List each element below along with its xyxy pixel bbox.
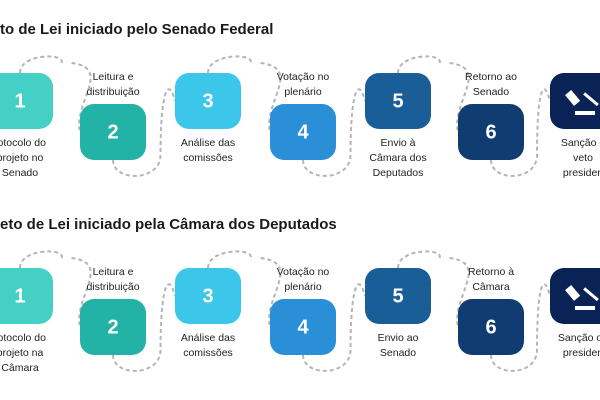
step-box: [80, 299, 146, 355]
connector: [19, 250, 92, 328]
row-title: eto de Lei iniciado pela Câmara dos Depu…: [0, 216, 337, 233]
step-box: [458, 299, 524, 355]
step-label: distribuição: [86, 86, 139, 98]
step-box: [270, 299, 336, 355]
step-label: veto: [573, 152, 593, 164]
step-label: Câmara dos: [369, 152, 426, 164]
connector: [490, 283, 551, 372]
step-box: [175, 268, 241, 324]
step-label: presiden: [563, 347, 600, 359]
step-label: comissões: [183, 347, 233, 359]
step-label: Retorno ao: [465, 71, 517, 83]
step-number: 4: [297, 316, 309, 338]
step-box: [365, 268, 431, 324]
gavel-head: [565, 90, 581, 106]
step-number: 2: [107, 316, 118, 338]
connector: [397, 55, 470, 133]
step-number: 1: [14, 90, 25, 112]
connector: [207, 55, 282, 133]
gavel-base: [575, 306, 595, 310]
step-label: projeto no: [0, 152, 44, 164]
step-number: 3: [202, 285, 213, 307]
step-number: 2: [107, 121, 118, 143]
step-label: Votação no: [277, 71, 330, 83]
connector: [19, 55, 92, 133]
step-box: [458, 104, 524, 160]
step-label: Análise das: [181, 137, 235, 149]
step-label: Deputados: [373, 167, 424, 179]
step-label: rotocolo do: [0, 332, 46, 344]
step-label: presiden: [563, 167, 600, 179]
gavel-handle: [583, 287, 599, 302]
connector: [207, 250, 282, 328]
step-label: Senado: [380, 347, 416, 359]
connector: [302, 88, 366, 177]
connector: [490, 88, 551, 177]
step-label: Câmara: [1, 362, 39, 374]
step-number: 4: [297, 121, 309, 143]
step-label: Sanção o: [561, 137, 600, 149]
step-box: [365, 73, 431, 129]
step-label: rotocolo do: [0, 137, 46, 149]
step-number: 5: [392, 285, 403, 307]
step-box: [0, 268, 53, 324]
connector: [397, 250, 470, 328]
step-label: Senado: [2, 167, 38, 179]
step-box: [80, 104, 146, 160]
step-box: [175, 73, 241, 129]
gavel-icon: [565, 285, 599, 310]
step-label: plenário: [284, 281, 322, 293]
step-label: Retorno à: [468, 266, 514, 278]
step-label: plenário: [284, 86, 322, 98]
step-label: distribuição: [86, 281, 139, 293]
step-label: Leitura e: [93, 71, 134, 83]
step-number: 6: [485, 121, 496, 143]
step-box: [270, 104, 336, 160]
row-title: to de Lei iniciado pelo Senado Federal: [0, 21, 273, 38]
step-box: [0, 73, 53, 129]
step-number: 3: [202, 90, 213, 112]
connector: [112, 283, 176, 372]
step-label: Sanção ou: [558, 332, 600, 344]
step-number: 5: [392, 90, 403, 112]
step-number: 6: [485, 316, 496, 338]
step-label: Envio à: [380, 137, 415, 149]
step-label: Câmara: [472, 281, 510, 293]
step-label: Votação no: [277, 266, 330, 278]
connector: [302, 283, 366, 372]
gavel-handle: [583, 92, 599, 107]
step-label: comissões: [183, 152, 233, 164]
step-label: Envio ao: [378, 332, 419, 344]
step-number: 1: [14, 285, 25, 307]
gavel-head: [565, 285, 581, 301]
gavel-base: [575, 111, 595, 115]
gavel-icon: [565, 90, 599, 115]
connector: [112, 88, 176, 177]
step-label: Análise das: [181, 332, 235, 344]
step-label: projeto na: [0, 347, 44, 359]
step-label: Leitura e: [93, 266, 134, 278]
step-label: Senado: [473, 86, 509, 98]
